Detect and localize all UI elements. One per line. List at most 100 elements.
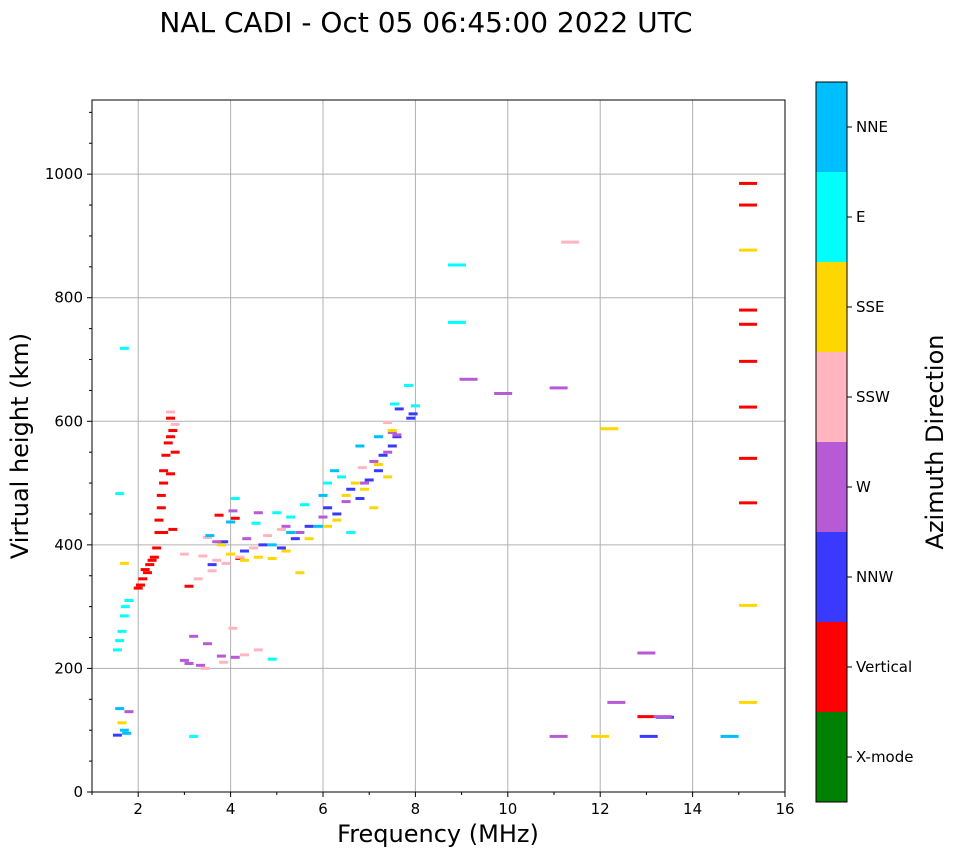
data-point — [179, 552, 189, 556]
data-point — [394, 407, 404, 411]
x-tick-label: 8 — [411, 800, 421, 818]
data-point — [336, 475, 346, 479]
data-point — [494, 391, 513, 395]
data-point — [203, 642, 212, 646]
data-point — [198, 554, 208, 558]
data-point — [373, 435, 383, 439]
data-point — [392, 433, 402, 437]
data-point — [258, 543, 268, 547]
plot-frame — [91, 99, 786, 793]
colorbar-tick-label: SSW — [856, 388, 890, 406]
data-point — [295, 531, 305, 534]
data-point — [122, 731, 132, 735]
y-tick-label: 400 — [54, 536, 83, 554]
data-point — [403, 383, 413, 387]
data-point — [355, 497, 365, 501]
colorbar-tick-label: X-mode — [856, 748, 913, 766]
colorbar-segment — [816, 352, 847, 442]
colorbar-segment — [816, 262, 847, 352]
data-point — [221, 561, 231, 565]
data-point — [239, 549, 249, 553]
data-point — [561, 240, 580, 244]
data-point — [189, 734, 199, 738]
data-point — [219, 540, 229, 544]
y-tick-label: 600 — [54, 412, 83, 430]
y-tick-label: 1000 — [45, 165, 83, 183]
data-point — [263, 534, 273, 538]
y-axis-label: Virtual height (km) — [6, 333, 34, 559]
data-point — [154, 531, 164, 534]
data-point — [332, 518, 342, 522]
data-point — [346, 487, 356, 491]
data-point — [251, 521, 261, 525]
data-point — [216, 543, 226, 547]
data-point — [383, 421, 393, 425]
data-point — [112, 648, 122, 652]
data-point — [387, 430, 397, 434]
data-point — [410, 404, 420, 408]
data-point — [295, 571, 305, 575]
x-tick-label: 12 — [591, 800, 610, 818]
data-point — [161, 453, 171, 457]
x-tick-label: 6 — [318, 800, 328, 818]
data-point — [323, 506, 333, 510]
data-point — [216, 654, 226, 658]
data-point — [304, 537, 314, 541]
data-point — [147, 558, 157, 562]
data-point — [219, 660, 229, 664]
data-point — [200, 666, 210, 670]
data-point — [166, 435, 176, 439]
data-point — [119, 346, 129, 350]
colorbar-segment — [816, 532, 847, 622]
data-point — [228, 509, 238, 513]
data-point — [267, 556, 277, 560]
colorbar-tick-label: SSE — [856, 298, 885, 316]
data-point — [300, 503, 310, 507]
data-point — [117, 721, 127, 725]
data-point — [124, 710, 134, 714]
data-point — [332, 512, 342, 516]
data-point — [383, 450, 393, 454]
data-point — [323, 524, 333, 528]
data-point — [212, 558, 222, 562]
data-point — [168, 527, 178, 531]
data-point — [159, 481, 169, 485]
data-point — [239, 558, 249, 562]
data-point — [152, 546, 162, 550]
data-point — [653, 715, 672, 719]
data-point — [286, 531, 296, 534]
x-axis: 2 4 6 8 10 12 14 16 — [91, 792, 795, 818]
data-point — [304, 524, 314, 528]
x-tick-label: 4 — [226, 800, 236, 818]
data-point — [369, 506, 379, 510]
data-point — [163, 441, 173, 445]
data-point — [350, 481, 360, 485]
data-point — [591, 734, 610, 738]
y-axis: 0 200 400 600 800 1000 — [45, 111, 92, 801]
data-point — [276, 527, 286, 531]
data-point — [166, 416, 176, 420]
data-point — [373, 463, 383, 467]
data-point — [341, 493, 351, 497]
data-point — [739, 603, 758, 607]
data-point — [739, 248, 758, 252]
data-point — [637, 715, 656, 719]
data-point — [373, 469, 383, 473]
data-point — [459, 377, 478, 381]
data-point — [189, 634, 199, 638]
data-point — [378, 453, 388, 457]
data-point — [117, 629, 127, 633]
data-point — [253, 555, 263, 559]
data-point — [138, 577, 148, 581]
data-point — [140, 568, 150, 572]
data-point — [447, 320, 466, 324]
data-point — [739, 405, 758, 409]
data-point — [408, 412, 418, 416]
x-axis-label: Frequency (MHz) — [337, 820, 539, 848]
data-point — [447, 263, 466, 267]
data-point — [739, 322, 758, 326]
y-tick-label: 0 — [73, 783, 83, 801]
y-tick-label: 200 — [54, 659, 83, 677]
data-point — [639, 734, 658, 738]
colorbar-segment — [816, 712, 847, 802]
